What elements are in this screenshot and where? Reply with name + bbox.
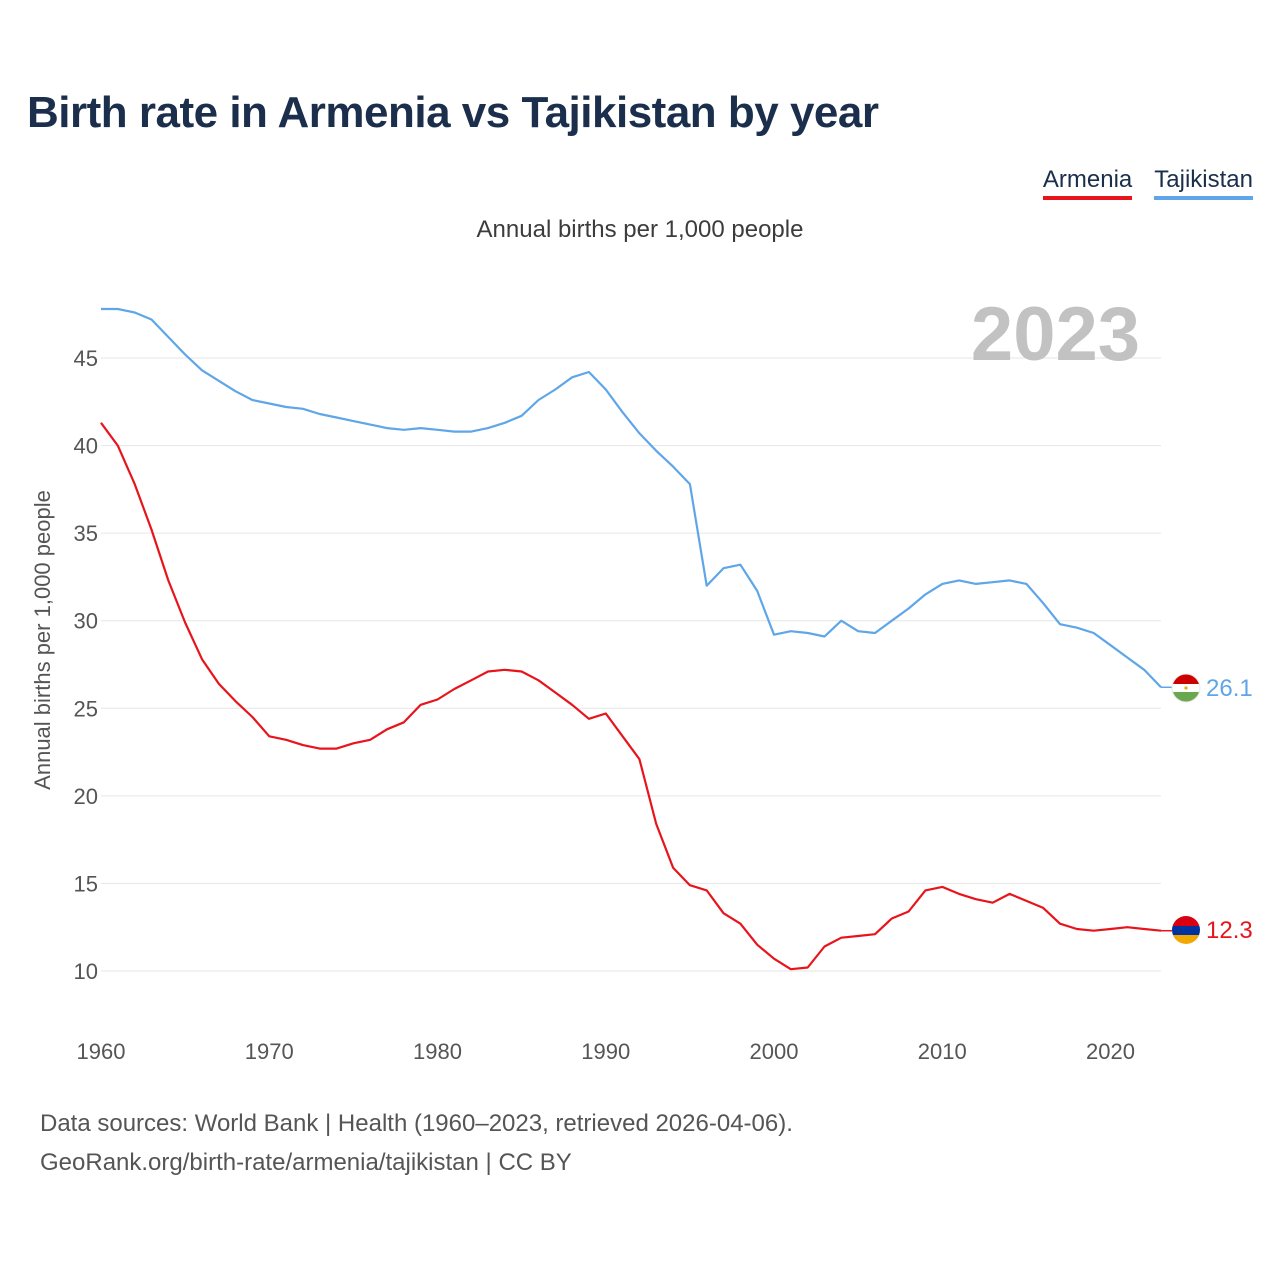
series-line-armenia[interactable]	[100, 422, 1162, 971]
tajikistan-flag-icon	[1172, 674, 1200, 702]
footer-sources: Data sources: World Bank | Health (1960–…	[40, 1110, 793, 1137]
y-tick-label: 15	[74, 871, 98, 896]
series-layer	[100, 307, 1172, 971]
legend-item-armenia[interactable]: Armenia	[1042, 166, 1133, 200]
x-tick-label: 2020	[1086, 1039, 1135, 1064]
y-tick-label: 30	[74, 609, 98, 634]
axis-layer: 10 15 20 25 30 35 40 45 1960 1970 1980 1990 2000 2010…	[74, 346, 1135, 1064]
x-tick-label: 1980	[413, 1039, 462, 1064]
y-axis-label: Annual births per 1,000 people	[30, 490, 55, 790]
y-tick-label: 35	[74, 521, 98, 546]
x-tick-label: 1990	[581, 1039, 630, 1064]
year-watermark: 2023	[971, 292, 1140, 377]
x-tick-label: 1960	[77, 1039, 126, 1064]
line-chart: 10 15 20 25 30 35 40 45 1960 1970 1980 1990 2000 2010…	[30, 292, 1253, 1064]
armenia-end-label: 12.3	[1206, 917, 1253, 944]
y-tick-label: 45	[74, 346, 98, 371]
legend-item-tajikistan[interactable]: Tajikistan	[1154, 166, 1253, 200]
footer-link[interactable]: GeoRank.org/birth-rate/armenia/tajikista…	[40, 1149, 572, 1176]
x-tick-label: 1970	[245, 1039, 294, 1064]
y-tick-label: 20	[74, 784, 98, 809]
chart-title: Birth rate in Armenia vs Tajikistan by y…	[27, 88, 879, 137]
grid-layer	[101, 357, 1161, 972]
series-line-tajikistan[interactable]	[101, 307, 1162, 689]
legend: Armenia Tajikistan	[1042, 166, 1253, 200]
x-tick-label: 2000	[750, 1039, 799, 1064]
y-tick-label: 10	[74, 959, 98, 984]
y-tick-label: 25	[74, 696, 98, 721]
y-tick-label: 40	[74, 434, 98, 459]
chart-subtitle: Annual births per 1,000 people	[476, 216, 804, 243]
tajikistan-end-label: 26.1	[1206, 675, 1253, 702]
armenia-flag-icon	[1172, 916, 1200, 944]
x-tick-label: 2010	[918, 1039, 967, 1064]
footer: Data sources: World Bank | Health (1960–…	[40, 1104, 793, 1182]
